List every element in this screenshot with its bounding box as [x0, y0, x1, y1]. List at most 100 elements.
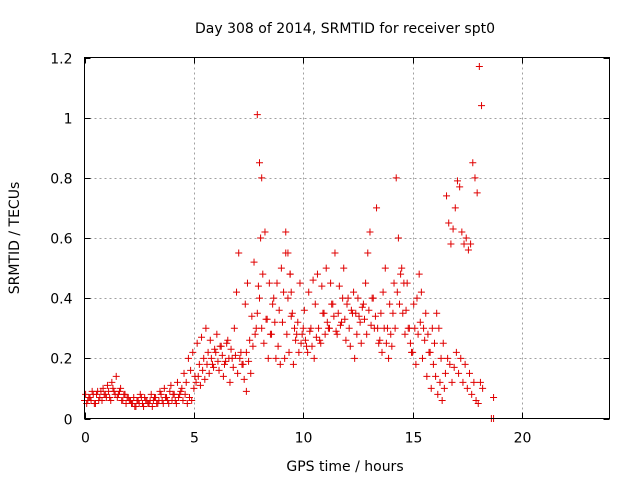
- data-point: [224, 336, 232, 344]
- data-point: [110, 387, 118, 395]
- data-point: [321, 330, 329, 338]
- data-point: [309, 276, 317, 284]
- data-point: [179, 396, 187, 404]
- data-point: [367, 321, 375, 329]
- data-point: [148, 402, 156, 410]
- data-point: [193, 339, 201, 347]
- data-point: [362, 279, 370, 287]
- y-axis-label: SRMTID / TECUs: [7, 182, 23, 295]
- data-point: [184, 354, 192, 362]
- data-point: [205, 369, 213, 377]
- data-point: [447, 240, 455, 248]
- data-point: [366, 228, 374, 236]
- data-point: [341, 315, 349, 323]
- tick-labels: 0 5 10 15 20 0 0.2 0.4 0.6 0.8 1 1.2: [50, 52, 531, 447]
- data-point: [365, 306, 373, 314]
- data-point: [211, 345, 219, 353]
- data-point: [383, 324, 391, 332]
- data-point: [130, 393, 138, 401]
- data-points: [81, 63, 498, 422]
- data-point: [276, 360, 284, 368]
- data-point: [227, 345, 235, 353]
- data-point: [468, 390, 476, 398]
- data-point: [103, 381, 111, 389]
- data-point: [251, 330, 259, 338]
- y-tick-label: 0.2: [50, 352, 72, 368]
- data-point: [432, 372, 440, 380]
- data-point: [359, 300, 367, 308]
- data-point: [281, 354, 289, 362]
- data-point: [272, 354, 280, 362]
- data-point: [107, 396, 115, 404]
- data-point: [250, 258, 258, 266]
- data-point: [440, 384, 448, 392]
- data-point: [443, 192, 451, 200]
- data-point: [335, 282, 343, 290]
- data-point: [165, 399, 173, 407]
- grid: [84, 57, 610, 419]
- data-point: [428, 324, 436, 332]
- data-point: [252, 324, 260, 332]
- data-point: [180, 369, 188, 377]
- data-point: [138, 399, 146, 407]
- data-point: [187, 366, 195, 374]
- data-point: [223, 339, 231, 347]
- data-point: [327, 279, 335, 287]
- data-point: [217, 342, 225, 350]
- data-point: [169, 390, 177, 398]
- data-point: [295, 348, 303, 356]
- data-point: [431, 339, 438, 347]
- data-point: [90, 399, 98, 407]
- data-point: [256, 159, 263, 167]
- data-point: [277, 264, 285, 272]
- data-point: [371, 312, 379, 320]
- data-point: [377, 309, 385, 317]
- data-point: [490, 393, 498, 401]
- data-point: [88, 387, 96, 395]
- data-point: [347, 306, 355, 314]
- data-point: [462, 234, 470, 242]
- data-point: [435, 324, 443, 332]
- data-point: [140, 402, 148, 410]
- data-point: [322, 264, 330, 272]
- data-point: [330, 312, 338, 320]
- data-point: [247, 369, 255, 377]
- data-point: [438, 396, 446, 404]
- data-point: [128, 399, 136, 407]
- data-point: [219, 372, 227, 380]
- data-point: [230, 324, 238, 332]
- data-point: [172, 399, 180, 407]
- data-point: [275, 306, 283, 314]
- data-point: [469, 159, 477, 167]
- data-point: [265, 279, 273, 287]
- x-tick-label: 15: [405, 431, 423, 447]
- data-point: [421, 336, 429, 344]
- data-point: [237, 348, 245, 356]
- data-point: [287, 288, 295, 296]
- data-point: [466, 369, 473, 377]
- data-point: [333, 330, 341, 338]
- data-point: [445, 219, 453, 227]
- data-point: [95, 396, 103, 404]
- data-point: [246, 336, 254, 344]
- data-point: [263, 315, 271, 323]
- data-point: [114, 390, 122, 398]
- data-point: [200, 354, 208, 362]
- data-point: [204, 348, 212, 356]
- data-point: [158, 396, 166, 404]
- data-point: [422, 309, 430, 317]
- data-point: [455, 369, 463, 377]
- data-point: [449, 225, 457, 233]
- data-point: [86, 393, 94, 401]
- data-point: [439, 339, 447, 347]
- data-point: [93, 390, 101, 398]
- data-point: [280, 288, 288, 296]
- data-point: [475, 63, 483, 71]
- data-point: [101, 390, 109, 398]
- data-point: [154, 399, 162, 407]
- data-point: [171, 396, 179, 404]
- data-point: [286, 270, 294, 278]
- data-point: [361, 315, 368, 323]
- data-point: [351, 354, 359, 362]
- data-point: [132, 402, 140, 410]
